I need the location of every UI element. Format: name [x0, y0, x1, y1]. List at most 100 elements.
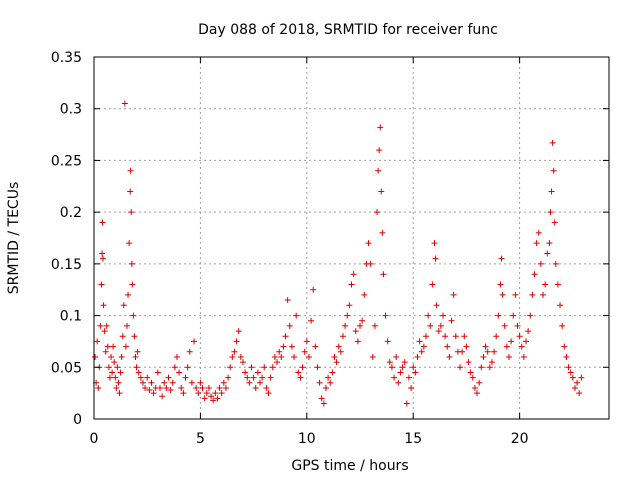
data-point: [111, 359, 118, 366]
data-point: [119, 333, 126, 340]
data-point: [220, 379, 227, 386]
data-point: [265, 390, 272, 397]
data-point: [197, 379, 204, 386]
data-point: [518, 343, 525, 350]
data-point: [116, 390, 123, 397]
x-tick-label: 0: [90, 431, 99, 447]
data-point: [399, 364, 406, 371]
data-point: [108, 353, 115, 360]
data-point: [431, 240, 438, 247]
data-point: [537, 260, 544, 267]
data-point: [437, 322, 444, 329]
x-tick-label: 5: [196, 431, 205, 447]
data-point: [510, 312, 517, 319]
data-point: [104, 343, 111, 350]
data-point: [123, 322, 130, 329]
data-point: [395, 379, 402, 386]
y-tick-label: 0.05: [51, 360, 82, 376]
data-point: [117, 369, 124, 376]
data-point: [388, 364, 395, 371]
data-point: [134, 348, 141, 355]
data-point: [567, 369, 574, 376]
data-point: [557, 302, 564, 309]
data-point: [125, 291, 132, 298]
data-point: [127, 188, 134, 195]
data-point: [267, 374, 274, 381]
data-point: [144, 374, 151, 381]
data-point: [378, 188, 385, 195]
data-point: [137, 374, 144, 381]
data-point: [254, 369, 261, 376]
data-point: [365, 240, 372, 247]
data-point: [129, 281, 136, 288]
data-point: [444, 343, 451, 350]
data-point: [469, 374, 476, 381]
data-point: [233, 338, 240, 345]
data-point: [503, 343, 510, 350]
data-point: [250, 374, 257, 381]
data-point: [550, 167, 557, 174]
y-tick-labels: 0 0.05 0.1 0.15 0.2 0.25 0.3 0.35: [51, 50, 82, 428]
data-point: [244, 374, 251, 381]
data-point: [131, 333, 138, 340]
data-point: [310, 286, 317, 293]
data-point: [282, 333, 289, 340]
data-point: [497, 281, 504, 288]
data-point: [352, 328, 359, 335]
data-point: [525, 328, 532, 335]
data-point: [171, 364, 178, 371]
data-point: [571, 384, 578, 391]
x-tick-labels: 0 5 10 15 20: [90, 431, 529, 447]
data-point: [286, 322, 293, 329]
data-point: [533, 240, 540, 247]
data-point: [474, 390, 481, 397]
data-point: [379, 229, 386, 236]
data-point: [377, 124, 384, 131]
data-point: [342, 322, 349, 329]
data-point: [128, 209, 135, 216]
data-point: [359, 317, 366, 324]
data-point: [208, 393, 215, 400]
data-point: [142, 384, 149, 391]
data-point: [337, 348, 344, 355]
data-point: [367, 260, 374, 267]
data-point: [130, 312, 137, 319]
data-point: [369, 353, 376, 360]
data-point: [547, 209, 554, 216]
data-point: [225, 374, 232, 381]
data-point: [214, 395, 221, 402]
data-point: [120, 302, 127, 309]
data-point: [191, 338, 198, 345]
data-point: [95, 384, 102, 391]
data-point: [457, 364, 464, 371]
data-point: [433, 302, 440, 309]
data-point: [106, 374, 113, 381]
data-point: [542, 281, 549, 288]
data-point: [551, 219, 558, 226]
data-point: [484, 348, 491, 355]
data-point: [98, 281, 105, 288]
data-point: [305, 353, 312, 360]
data-point: [561, 343, 568, 350]
data-point: [410, 364, 417, 371]
data-point: [252, 384, 259, 391]
data-point: [374, 209, 381, 216]
data-point: [514, 322, 521, 329]
data-point: [574, 379, 581, 386]
data-points-layer: [92, 100, 585, 407]
data-point: [559, 322, 566, 329]
data-point: [335, 343, 342, 350]
data-point: [248, 364, 255, 371]
grid-layer: [94, 57, 609, 419]
data-point: [344, 312, 351, 319]
data-point: [316, 379, 323, 386]
data-point: [176, 369, 183, 376]
data-point: [544, 250, 551, 257]
data-point: [269, 364, 276, 371]
data-point: [112, 374, 119, 381]
data-point: [113, 384, 120, 391]
data-point: [401, 359, 408, 366]
data-point: [327, 379, 334, 386]
data-point: [103, 322, 110, 329]
data-point: [435, 328, 442, 335]
